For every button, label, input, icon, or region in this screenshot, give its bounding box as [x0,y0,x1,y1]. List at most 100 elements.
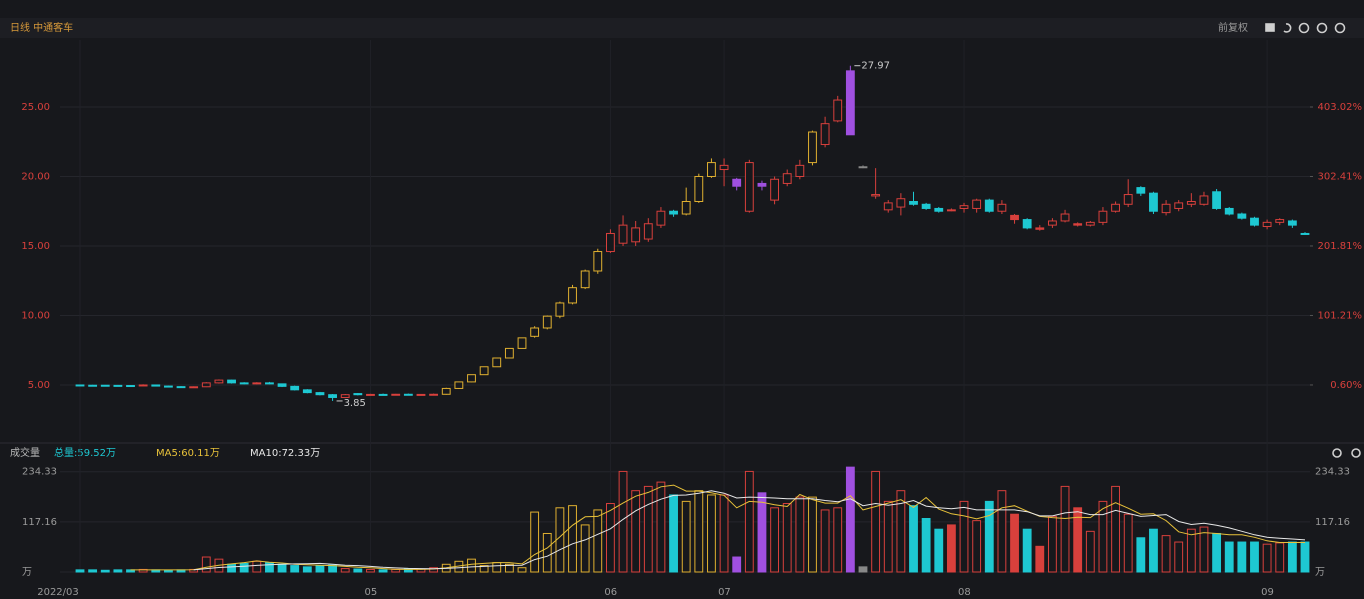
ma-line [193,490,1306,571]
candle-body [1149,192,1158,212]
candle-body [340,394,350,398]
candle-body [833,99,843,122]
volume-bar [100,569,110,573]
candle-body [214,379,224,384]
candle-body [707,162,716,177]
volume-bar [467,558,476,573]
candle-body [1275,219,1285,223]
volume-bar [934,528,944,573]
volume-bar [530,511,540,573]
candle-body [517,337,527,349]
volume-bar [1186,528,1196,573]
candle-body [454,381,464,389]
candle-body [1022,219,1032,229]
candle-body [618,224,628,244]
zoom-in-icon[interactable] [1298,22,1310,34]
volume-bar [896,490,906,573]
candle-body [479,366,489,376]
candle-body [972,199,982,209]
volume-close-icon[interactable] [1351,448,1361,458]
candle-body [504,347,514,359]
volume-tick-label: 117.16 [22,517,57,528]
candle-body [1287,220,1297,226]
candle-body [757,182,767,187]
candle-body [113,384,123,387]
volume-bar [1149,528,1158,573]
volume-bar [1136,537,1146,573]
undo-icon[interactable] [1283,23,1292,33]
volume-tick-label-right: 万 [1315,567,1325,578]
candle-body [227,379,236,384]
volume-bar [239,562,249,573]
volume-bar [744,470,754,573]
candle-body [845,70,855,136]
candle-body [921,203,931,209]
volume-bar [845,466,855,573]
volume-bar [252,560,262,573]
candle-body [782,173,792,184]
y-tick-label: 20.00 [21,171,50,182]
volume-bar [542,532,552,573]
volume-settings-icon[interactable] [1332,448,1342,458]
candle-body [946,209,956,212]
candle-body [1300,232,1310,235]
legend-entry: MA10:72.33万 [250,448,320,459]
volume-bar [719,494,729,573]
candle-body [391,393,401,396]
volume-bar [265,562,274,573]
candle-body [744,162,754,212]
candle-body [315,392,325,396]
volume-bar [808,496,817,573]
volume-bar [1161,535,1171,573]
candle-body [151,384,161,387]
candle-body [580,270,590,289]
candle-body [201,382,211,388]
volume-bar [1275,542,1285,573]
volume-bar [290,565,300,573]
candle-body [126,385,135,388]
candle-body [1010,214,1019,221]
candle-body [1123,194,1133,205]
zoom-out-icon[interactable] [1316,22,1328,34]
candle-body [934,207,944,212]
candle-body [808,131,817,164]
candle-body [555,302,565,317]
volume-bar [833,507,843,573]
candle-body [858,166,868,169]
title-bar [0,18,1364,38]
x-tick-label: 06 [604,587,617,598]
volume-bar [1048,515,1057,573]
volume-bar [1035,545,1045,573]
candle-body [302,389,312,394]
settings-icon[interactable] [1334,22,1346,34]
candle-body [1035,227,1045,230]
candle-body [997,203,1007,212]
volume-bar [1060,485,1070,573]
candle-body [467,374,476,383]
candle-body [100,384,110,387]
candle-body [492,357,502,368]
candle-body [732,178,742,187]
volume-bar [681,500,691,573]
volume-bar [1085,530,1095,573]
candle-body [820,123,830,146]
lock-icon[interactable] [1265,23,1275,32]
candle-body [643,223,653,240]
volume-bar [782,503,792,573]
volume-bar [871,470,881,573]
candle-body [530,327,540,337]
volume-bar [113,569,123,573]
volume-tick-label: 万 [22,567,32,578]
candle-body [1085,221,1095,226]
candle-body [265,382,274,385]
candle-body [1073,223,1083,226]
volume-bar [921,518,931,573]
adjust-mode[interactable]: 前复权 [1218,21,1248,34]
volume-bar [201,556,211,573]
candle-body [1136,187,1146,194]
volume-bar [997,490,1007,573]
candle-body [770,178,780,201]
volume-bar [1300,541,1310,573]
candle-body [631,227,641,243]
